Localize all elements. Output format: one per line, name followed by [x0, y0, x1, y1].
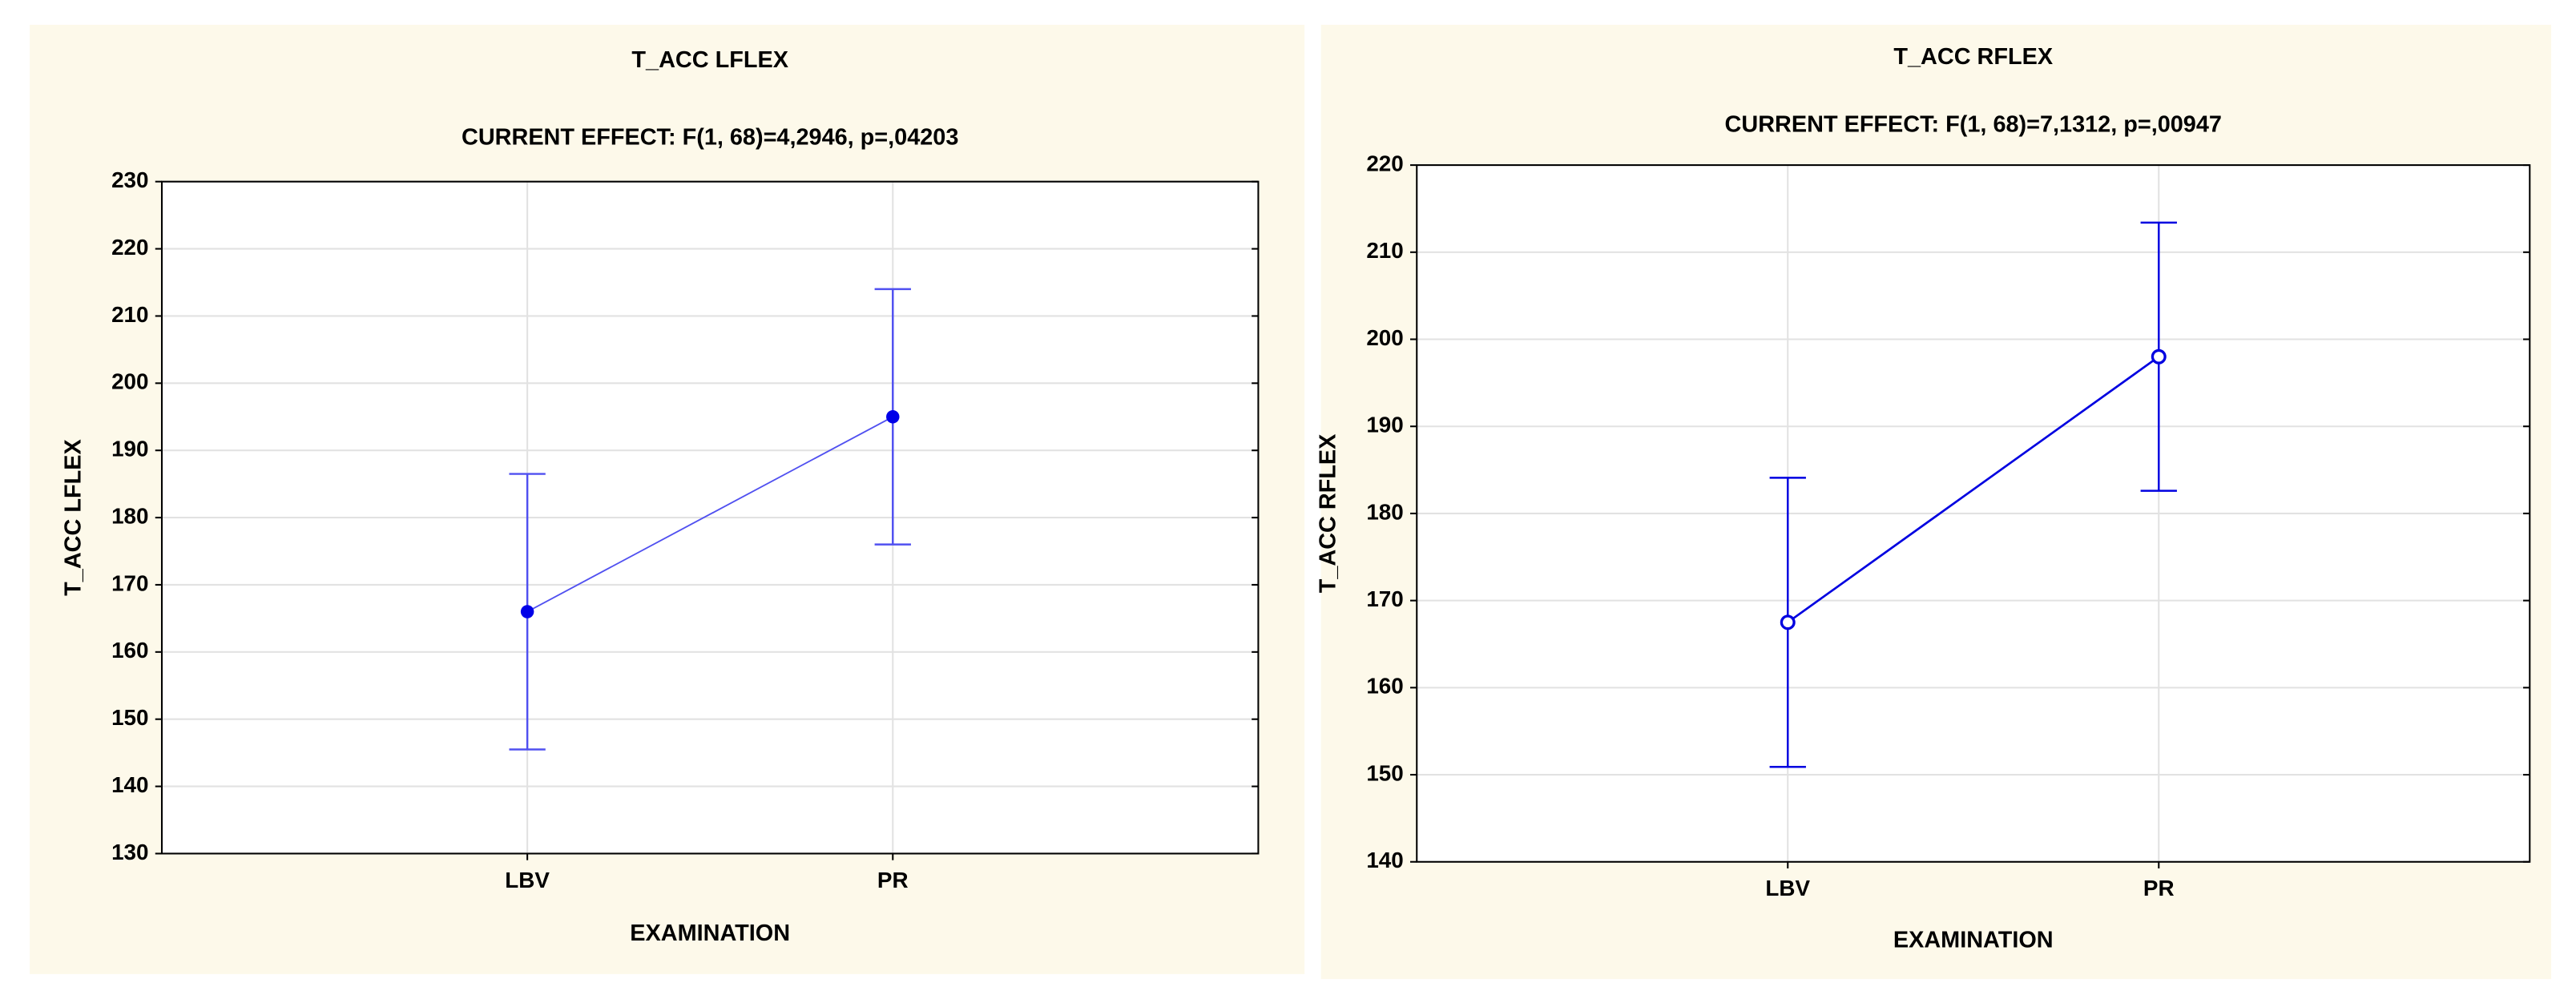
y-tick-label: 170	[111, 570, 148, 595]
y-axis-label: T_ACC RFLEX	[1316, 434, 1341, 594]
y-tick-label: 210	[111, 302, 148, 327]
chart-title: T_ACC LFLEX	[631, 47, 788, 73]
y-tick-label: 150	[1366, 760, 1403, 785]
y-tick-label: 210	[1366, 238, 1403, 263]
chart-subtitle: CURRENT EFFECT: F(1, 68)=7,1312, p=,0094…	[1725, 111, 2222, 137]
x-tick-label: PR	[2143, 876, 2175, 900]
y-tick-label: 200	[1366, 325, 1403, 350]
plot-border	[160, 180, 1260, 855]
x-tick-label: LBV	[1765, 876, 1810, 900]
y-tick-label: 130	[111, 840, 148, 864]
y-tick-label: 180	[1366, 499, 1403, 524]
y-tick-label: 140	[111, 772, 148, 797]
y-tick-label: 220	[1366, 151, 1403, 175]
y-tick-label: 190	[111, 437, 148, 461]
y-tick-label: 160	[1366, 674, 1403, 699]
y-tick-label: 190	[1366, 413, 1403, 437]
plot-border	[1416, 164, 2531, 863]
chart-title: T_ACC RFLEX	[1893, 44, 2053, 70]
y-tick-label: 160	[111, 638, 148, 663]
y-tick-label: 230	[111, 167, 148, 192]
x-tick-label: LBV	[505, 868, 550, 892]
x-tick-label: PR	[877, 868, 909, 892]
y-tick-label: 150	[111, 705, 148, 730]
mean-marker	[520, 605, 534, 618]
mean-marker	[886, 410, 900, 424]
y-tick-label: 170	[1366, 586, 1403, 611]
chart-subtitle: CURRENT EFFECT: F(1, 68)=4,2946, p=,0420…	[462, 125, 958, 151]
mean-marker	[1780, 614, 1796, 630]
y-tick-label: 140	[1366, 848, 1403, 872]
mean-line	[526, 416, 893, 613]
y-axis-label: T_ACC LFLEX	[60, 439, 86, 596]
y-tick-label: 180	[111, 503, 148, 528]
mean-marker	[2151, 348, 2167, 365]
x-axis-label: EXAMINATION	[1893, 927, 2054, 953]
y-tick-label: 200	[111, 369, 148, 394]
x-axis-label: EXAMINATION	[630, 920, 790, 946]
y-tick-label: 220	[111, 235, 148, 260]
mean-line	[1787, 356, 2160, 623]
